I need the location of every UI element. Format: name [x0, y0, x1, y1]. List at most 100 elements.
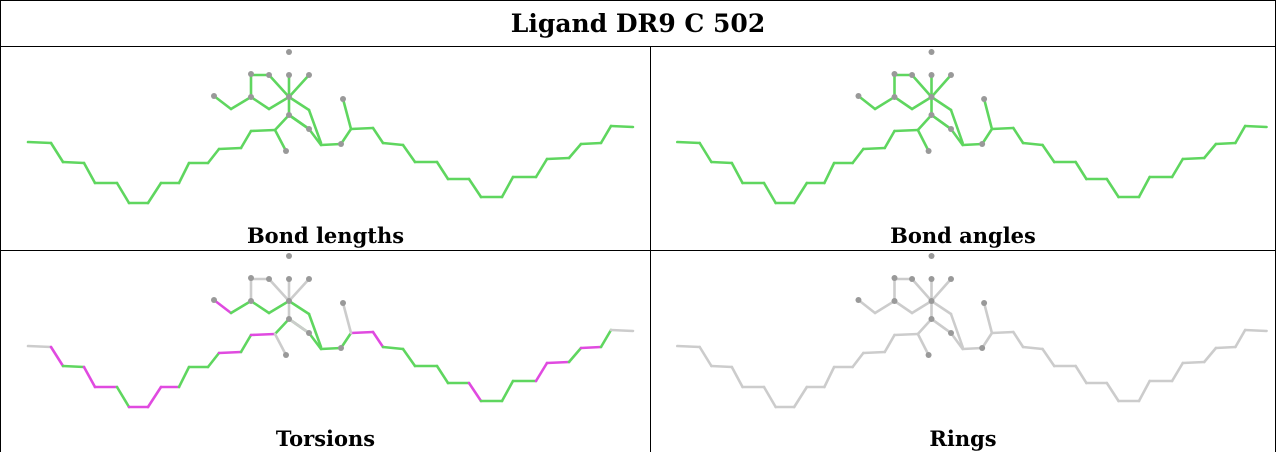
bond: [115, 385, 131, 409]
bond: [862, 350, 887, 355]
ligand-diagram-bond-lengths: [26, 49, 635, 205]
ligand-diagram-bond-angles: [675, 49, 1268, 205]
bond: [61, 160, 86, 165]
bond: [1012, 126, 1025, 145]
atom: [306, 276, 312, 282]
bond: [567, 346, 583, 364]
bond: [341, 301, 353, 335]
bond: [883, 333, 896, 354]
atom: [211, 297, 217, 303]
bond: [792, 181, 809, 205]
bond: [267, 73, 291, 99]
bond: [873, 299, 896, 315]
bond: [1170, 361, 1185, 383]
atom: [909, 72, 916, 78]
bond: [599, 124, 613, 145]
atom: [979, 141, 986, 147]
bond: [435, 160, 450, 181]
bond: [206, 147, 221, 165]
bond: [567, 142, 583, 160]
bond: [609, 124, 635, 129]
bond: [249, 95, 271, 111]
bond: [579, 141, 603, 146]
bond: [26, 140, 53, 145]
bond: [212, 298, 233, 315]
atom: [947, 72, 954, 78]
bond: [1041, 143, 1056, 164]
atom: [306, 330, 312, 336]
bond: [287, 73, 311, 99]
bond: [82, 161, 97, 185]
atom: [947, 126, 954, 132]
bond: [862, 146, 887, 151]
bond: [910, 73, 933, 99]
caption-bond-angles: Bond angles: [890, 223, 1036, 248]
ligand-diagram-torsions: [26, 253, 635, 409]
bond: [61, 364, 86, 369]
atom: [248, 71, 254, 77]
bond: [916, 332, 930, 357]
bond: [1202, 142, 1218, 160]
bond: [217, 350, 243, 355]
atom: [266, 72, 272, 78]
bond: [730, 365, 744, 389]
bond: [146, 181, 163, 205]
bond: [698, 141, 713, 164]
bond: [146, 385, 163, 409]
bond: [893, 128, 920, 133]
bond: [916, 113, 933, 132]
caption-bond-lengths: Bond lengths: [246, 223, 405, 248]
bond: [1137, 379, 1151, 403]
bond: [1234, 124, 1247, 145]
bond: [982, 97, 994, 131]
atom: [248, 275, 254, 281]
bond: [500, 175, 515, 199]
bond: [930, 73, 953, 99]
bond: [267, 277, 291, 303]
atom: [286, 72, 292, 78]
atom: [283, 352, 289, 358]
atom: [286, 298, 292, 304]
bond: [381, 345, 405, 351]
caption-rings: Rings: [929, 426, 997, 451]
bond: [1074, 364, 1088, 385]
atom: [928, 49, 935, 55]
bond: [990, 126, 1015, 131]
atom: [979, 345, 986, 351]
table-title: Ligand DR9 C 502: [510, 8, 766, 38]
bond: [930, 317, 953, 335]
bond: [1170, 157, 1185, 179]
bond: [267, 95, 291, 111]
bond: [534, 157, 549, 179]
bond: [762, 181, 777, 205]
bond: [339, 331, 353, 350]
bond: [893, 95, 914, 111]
atom: [947, 330, 954, 336]
bond: [287, 299, 311, 316]
caption-torsions: Torsions: [275, 426, 376, 451]
bond: [239, 333, 253, 354]
atom: [211, 93, 217, 99]
atom: [266, 276, 272, 282]
bond: [401, 347, 417, 368]
bond: [381, 141, 405, 147]
atom: [909, 276, 916, 282]
bond: [961, 346, 984, 351]
atom: [891, 298, 898, 304]
atom: [306, 72, 312, 78]
atom: [338, 141, 344, 147]
bond: [206, 351, 221, 369]
bond: [857, 94, 877, 111]
atom: [248, 94, 254, 100]
bond: [435, 364, 450, 385]
bond: [930, 277, 953, 303]
bond: [467, 177, 483, 199]
bond: [239, 129, 253, 150]
bond: [823, 365, 836, 389]
bond: [916, 128, 930, 153]
bond: [893, 332, 920, 337]
bond: [1105, 381, 1120, 403]
bond: [371, 126, 385, 145]
bond: [710, 160, 734, 165]
bond: [229, 299, 253, 315]
